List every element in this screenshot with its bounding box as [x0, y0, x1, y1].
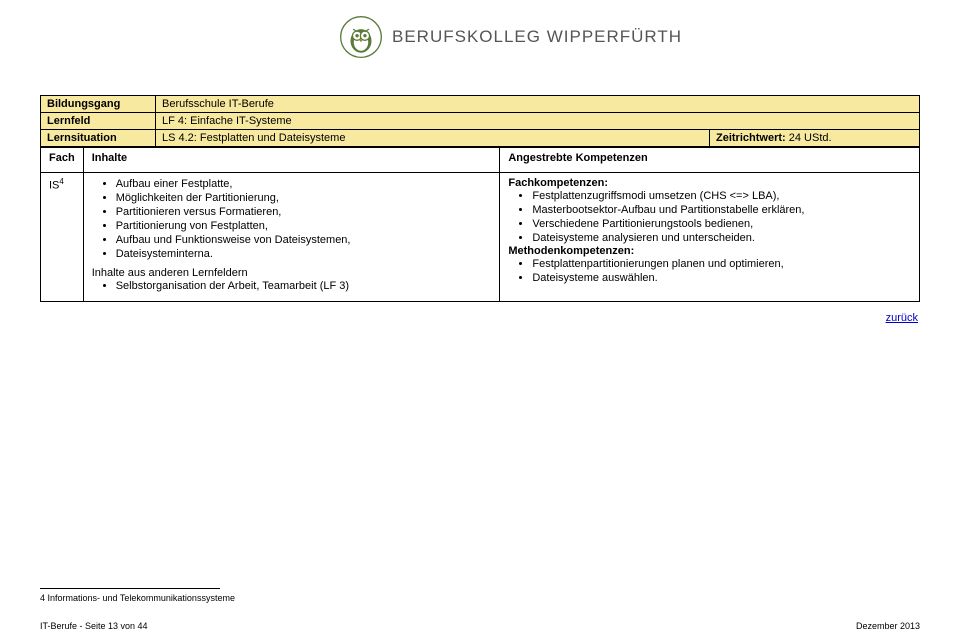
footer-left: IT-Berufe - Seite 13 von 44 [40, 621, 148, 631]
lernfeld-value: LF 4: Einfache IT-Systeme [156, 113, 920, 130]
list-item: Festplattenpartitionierungen planen und … [532, 257, 911, 271]
list-item: Aufbau einer Festplatte, [116, 177, 492, 191]
zeitrichtwert-cell: Zeitrichtwert: 24 UStd. [710, 130, 920, 147]
list-item: Masterbootsektor-Aufbau und Partitionsta… [532, 203, 911, 217]
owl-icon [340, 16, 382, 58]
list-item: Aufbau und Funktionsweise von Dateisyste… [116, 233, 492, 247]
header-logo-area: BERUFSKOLLEG WIPPERFÜRTH [340, 16, 682, 58]
zeitrichtwert-label: Zeitrichtwert: [716, 132, 786, 144]
lernsituation-label: Lernsituation [41, 130, 156, 147]
list-item: Selbstorganisation der Arbeit, Teamarbei… [116, 279, 492, 293]
fach-value-cell: IS4 [41, 173, 84, 302]
fach-value: IS [49, 180, 59, 192]
fachkompetenzen-label: Fachkompetenzen: [508, 177, 911, 189]
lernfeld-label: Lernfeld [41, 113, 156, 130]
content-table: Fach Inhalte Angestrebte Kompetenzen IS4… [40, 147, 920, 302]
inhalte-list: Aufbau einer Festplatte, Möglichkeiten d… [92, 177, 492, 261]
methodenkompetenzen-list: Festplattenpartitionierungen planen und … [508, 257, 911, 285]
list-item: Dateisysteme auswählen. [532, 271, 911, 285]
lernsituation-value: LS 4.2: Festplatten und Dateisysteme [156, 130, 710, 147]
list-item: Partitionierung von Festplatten, [116, 219, 492, 233]
kompetenzen-cell: Fachkompetenzen: Festplattenzugriffsmodi… [500, 173, 920, 302]
inhalte-cell: Aufbau einer Festplatte, Möglichkeiten d… [83, 173, 500, 302]
bildungsgang-value: Berufsschule IT-Berufe [156, 96, 920, 113]
kompetenzen-header: Angestrebte Kompetenzen [500, 148, 920, 173]
zeitrichtwert-value: 24 UStd. [789, 132, 832, 144]
inhalte-header: Inhalte [83, 148, 500, 173]
inhalte-other-label: Inhalte aus anderen Lernfeldern [92, 267, 492, 279]
meta-table: Bildungsgang Berufsschule IT-Berufe Lern… [40, 95, 920, 147]
back-link[interactable]: zurück [40, 312, 920, 324]
footnote: 4 Informations- und Telekommunikationssy… [40, 593, 235, 603]
list-item: Festplattenzugriffsmodi umsetzen (CHS <=… [532, 189, 911, 203]
list-item: Dateisysteme analysieren und unterscheid… [532, 231, 911, 245]
methodenkompetenzen-label: Methodenkompetenzen: [508, 245, 911, 257]
footer-right: Dezember 2013 [856, 621, 920, 631]
footnote-num: 4 [40, 593, 45, 603]
fachkompetenzen-list: Festplattenzugriffsmodi umsetzen (CHS <=… [508, 189, 911, 245]
list-item: Dateisysteminterna. [116, 247, 492, 261]
fach-header: Fach [41, 148, 84, 173]
footnote-separator [40, 588, 220, 589]
fach-super: 4 [59, 177, 63, 186]
list-item: Verschiedene Partitionierungstools bedie… [532, 217, 911, 231]
list-item: Möglichkeiten der Partitionierung, [116, 191, 492, 205]
list-item: Partitionieren versus Formatieren, [116, 205, 492, 219]
bildungsgang-label: Bildungsgang [41, 96, 156, 113]
school-name: BERUFSKOLLEG WIPPERFÜRTH [392, 27, 682, 47]
inhalte-other-list: Selbstorganisation der Arbeit, Teamarbei… [92, 279, 492, 293]
footnote-text: Informations- und Telekommunikationssyst… [48, 593, 235, 603]
footer: IT-Berufe - Seite 13 von 44 Dezember 201… [40, 621, 920, 631]
